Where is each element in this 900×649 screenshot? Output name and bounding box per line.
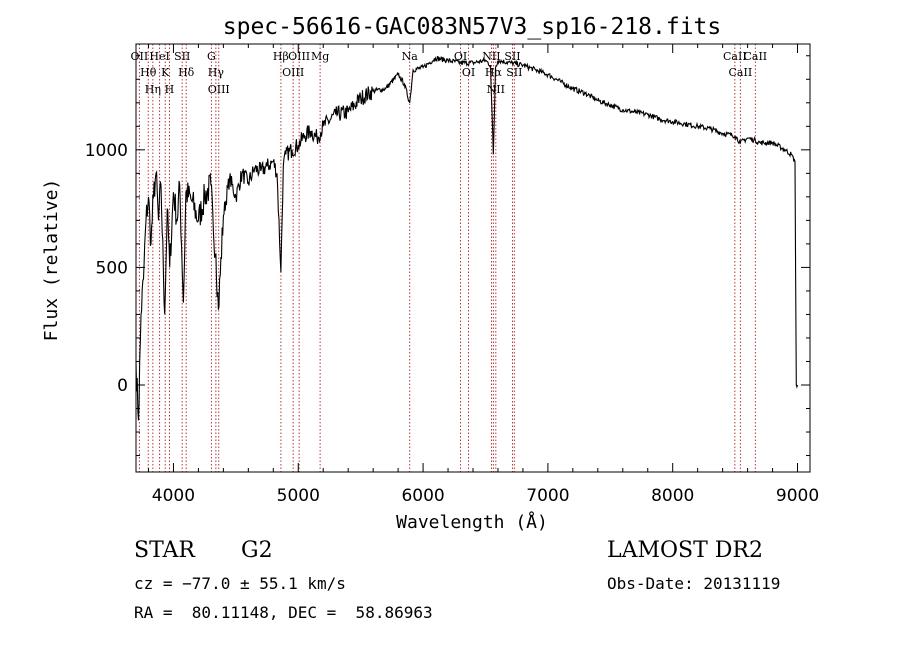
- line-label-sii-22: SII: [506, 66, 522, 79]
- x-tick-label-6000: 6000: [401, 486, 444, 506]
- line-label-sii-6: SII: [174, 50, 190, 63]
- line-label-k-4: K: [161, 66, 170, 79]
- observation-date: Obs-Date: 20131119: [607, 574, 781, 593]
- line-label-mg-14: Mg: [311, 50, 329, 63]
- line-label-hδ-7: Hδ: [178, 66, 195, 79]
- x-axis-ticks: 4000 5000 6000 7000 8000 9000: [147, 44, 819, 506]
- x-tick-label-7000: 7000: [526, 486, 569, 506]
- object-class: STAR: [134, 538, 195, 563]
- x-tick-label-8000: 8000: [651, 486, 694, 506]
- line-label-hθ-1: Hθ: [140, 66, 157, 79]
- line-label-oi-17: OI: [462, 66, 475, 79]
- line-label-nii-18: NII: [482, 50, 500, 63]
- line-label-oiii-10: OIII: [208, 83, 230, 96]
- line-label-oi-16: OI: [454, 50, 467, 63]
- line-label-g-8: G: [207, 50, 216, 63]
- line-label-hη-2: Hη: [145, 83, 161, 96]
- plot-frame: [135, 43, 811, 473]
- y-axis-label: Flux (relative): [41, 179, 62, 342]
- line-label-caii-23: CaII: [723, 50, 747, 63]
- line-label-sii-21: SII: [504, 50, 520, 63]
- line-label-na-15: Na: [402, 50, 419, 63]
- x-tick-label-9000: 9000: [776, 486, 819, 506]
- line-label-h-5: H: [165, 83, 175, 96]
- chart-title: spec-56616-GAC083N57V3_sp16-218.fits: [223, 14, 722, 40]
- line-label-oiii-12: OIII: [282, 66, 304, 79]
- line-label-hei-3: HeI: [149, 50, 169, 63]
- redshift-velocity: cz = −77.0 ± 55.1 km/s: [134, 574, 346, 593]
- line-label-oiii-13: OIII: [288, 50, 310, 63]
- line-label-hγ-9: Hγ: [208, 66, 225, 79]
- line-label-hα-19: Hα: [485, 66, 503, 79]
- sky-coordinates: RA = 80.11148, DEC = 58.86963: [134, 603, 433, 622]
- x-axis-label: Wavelength (Å): [396, 511, 548, 533]
- x-tick-label-5000: 5000: [277, 486, 320, 506]
- y-axis-ticks: 0 500 1000: [85, 55, 810, 457]
- x-tick-label-4000: 4000: [152, 486, 195, 506]
- emission-line-markers: [138, 44, 756, 472]
- line-label-hβ-11: Hβ: [273, 50, 289, 63]
- y-tick-label-500: 500: [96, 258, 128, 278]
- y-tick-label-1000: 1000: [85, 141, 128, 161]
- line-label-nii-20: NII: [487, 83, 505, 96]
- line-label-caii-25: CaII: [743, 50, 767, 63]
- line-label-oii-0: OII: [131, 50, 149, 63]
- object-subclass: G2: [241, 538, 273, 563]
- survey-name: LAMOST DR2: [607, 538, 763, 563]
- spectrum-line: [135, 55, 799, 421]
- y-tick-label-0: 0: [117, 376, 128, 396]
- line-label-caii-24: CaII: [729, 66, 753, 79]
